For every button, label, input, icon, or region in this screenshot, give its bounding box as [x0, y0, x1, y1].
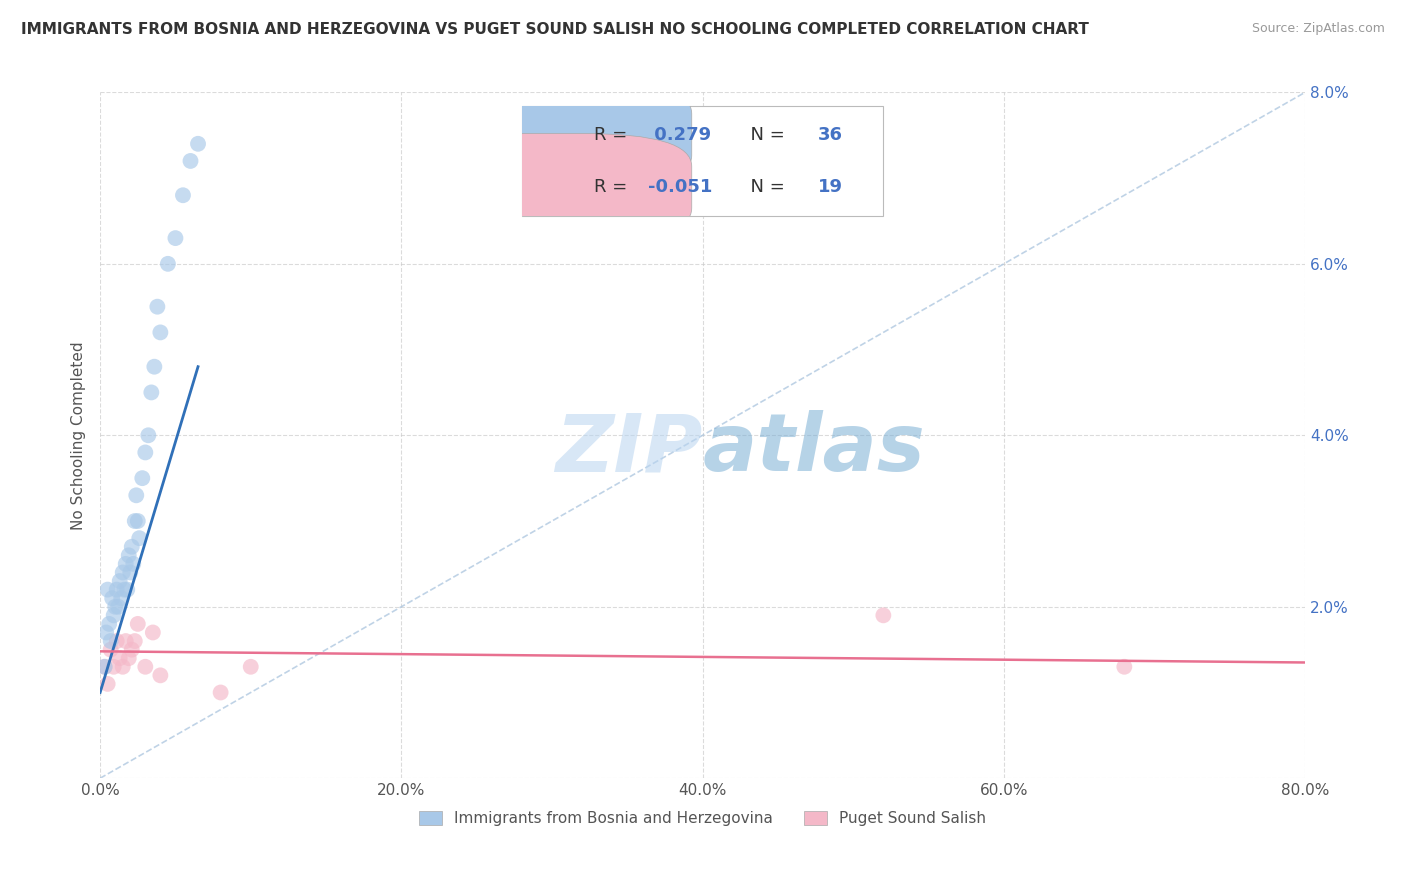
Point	[134, 445, 156, 459]
Point	[136, 428, 159, 442]
Point	[172, 188, 194, 202]
Point	[209, 685, 232, 699]
Point	[98, 616, 121, 631]
Point	[239, 660, 262, 674]
Point	[165, 231, 187, 245]
Point	[114, 557, 136, 571]
Point	[114, 634, 136, 648]
Point	[124, 634, 146, 648]
Point	[131, 471, 153, 485]
Point	[127, 514, 149, 528]
Legend: Immigrants from Bosnia and Herzegovina, Puget Sound Salish: Immigrants from Bosnia and Herzegovina, …	[413, 805, 993, 832]
Point	[105, 582, 128, 597]
Point	[121, 540, 143, 554]
Point	[108, 574, 131, 588]
Point	[115, 582, 138, 597]
Point	[112, 582, 135, 597]
Point	[124, 514, 146, 528]
Point	[122, 557, 145, 571]
Point	[142, 625, 165, 640]
Point	[134, 660, 156, 674]
Point	[97, 677, 120, 691]
Point	[141, 385, 163, 400]
Point	[149, 668, 172, 682]
Point	[156, 257, 179, 271]
Text: ZIP: ZIP	[555, 410, 703, 488]
Point	[110, 591, 132, 606]
Point	[100, 642, 122, 657]
Point	[108, 651, 131, 665]
Point	[128, 531, 150, 545]
Point	[105, 634, 128, 648]
Point	[146, 300, 169, 314]
Point	[103, 608, 125, 623]
Point	[872, 608, 894, 623]
Point	[104, 599, 127, 614]
Text: atlas: atlas	[703, 410, 925, 488]
Point	[93, 660, 115, 674]
Point	[97, 582, 120, 597]
Point	[120, 566, 142, 580]
Point	[118, 549, 141, 563]
Point	[93, 660, 115, 674]
Point	[187, 136, 209, 151]
Point	[103, 660, 125, 674]
Point	[1114, 660, 1136, 674]
Point	[149, 326, 172, 340]
Point	[143, 359, 166, 374]
Point	[121, 642, 143, 657]
Point	[118, 651, 141, 665]
Point	[100, 634, 122, 648]
Point	[96, 625, 118, 640]
Y-axis label: No Schooling Completed: No Schooling Completed	[72, 341, 86, 530]
Point	[127, 616, 149, 631]
Point	[107, 599, 129, 614]
Text: IMMIGRANTS FROM BOSNIA AND HERZEGOVINA VS PUGET SOUND SALISH NO SCHOOLING COMPLE: IMMIGRANTS FROM BOSNIA AND HERZEGOVINA V…	[21, 22, 1090, 37]
Point	[101, 591, 124, 606]
Text: Source: ZipAtlas.com: Source: ZipAtlas.com	[1251, 22, 1385, 36]
Point	[111, 566, 134, 580]
Point	[125, 488, 148, 502]
Point	[179, 153, 201, 168]
Point	[111, 660, 134, 674]
